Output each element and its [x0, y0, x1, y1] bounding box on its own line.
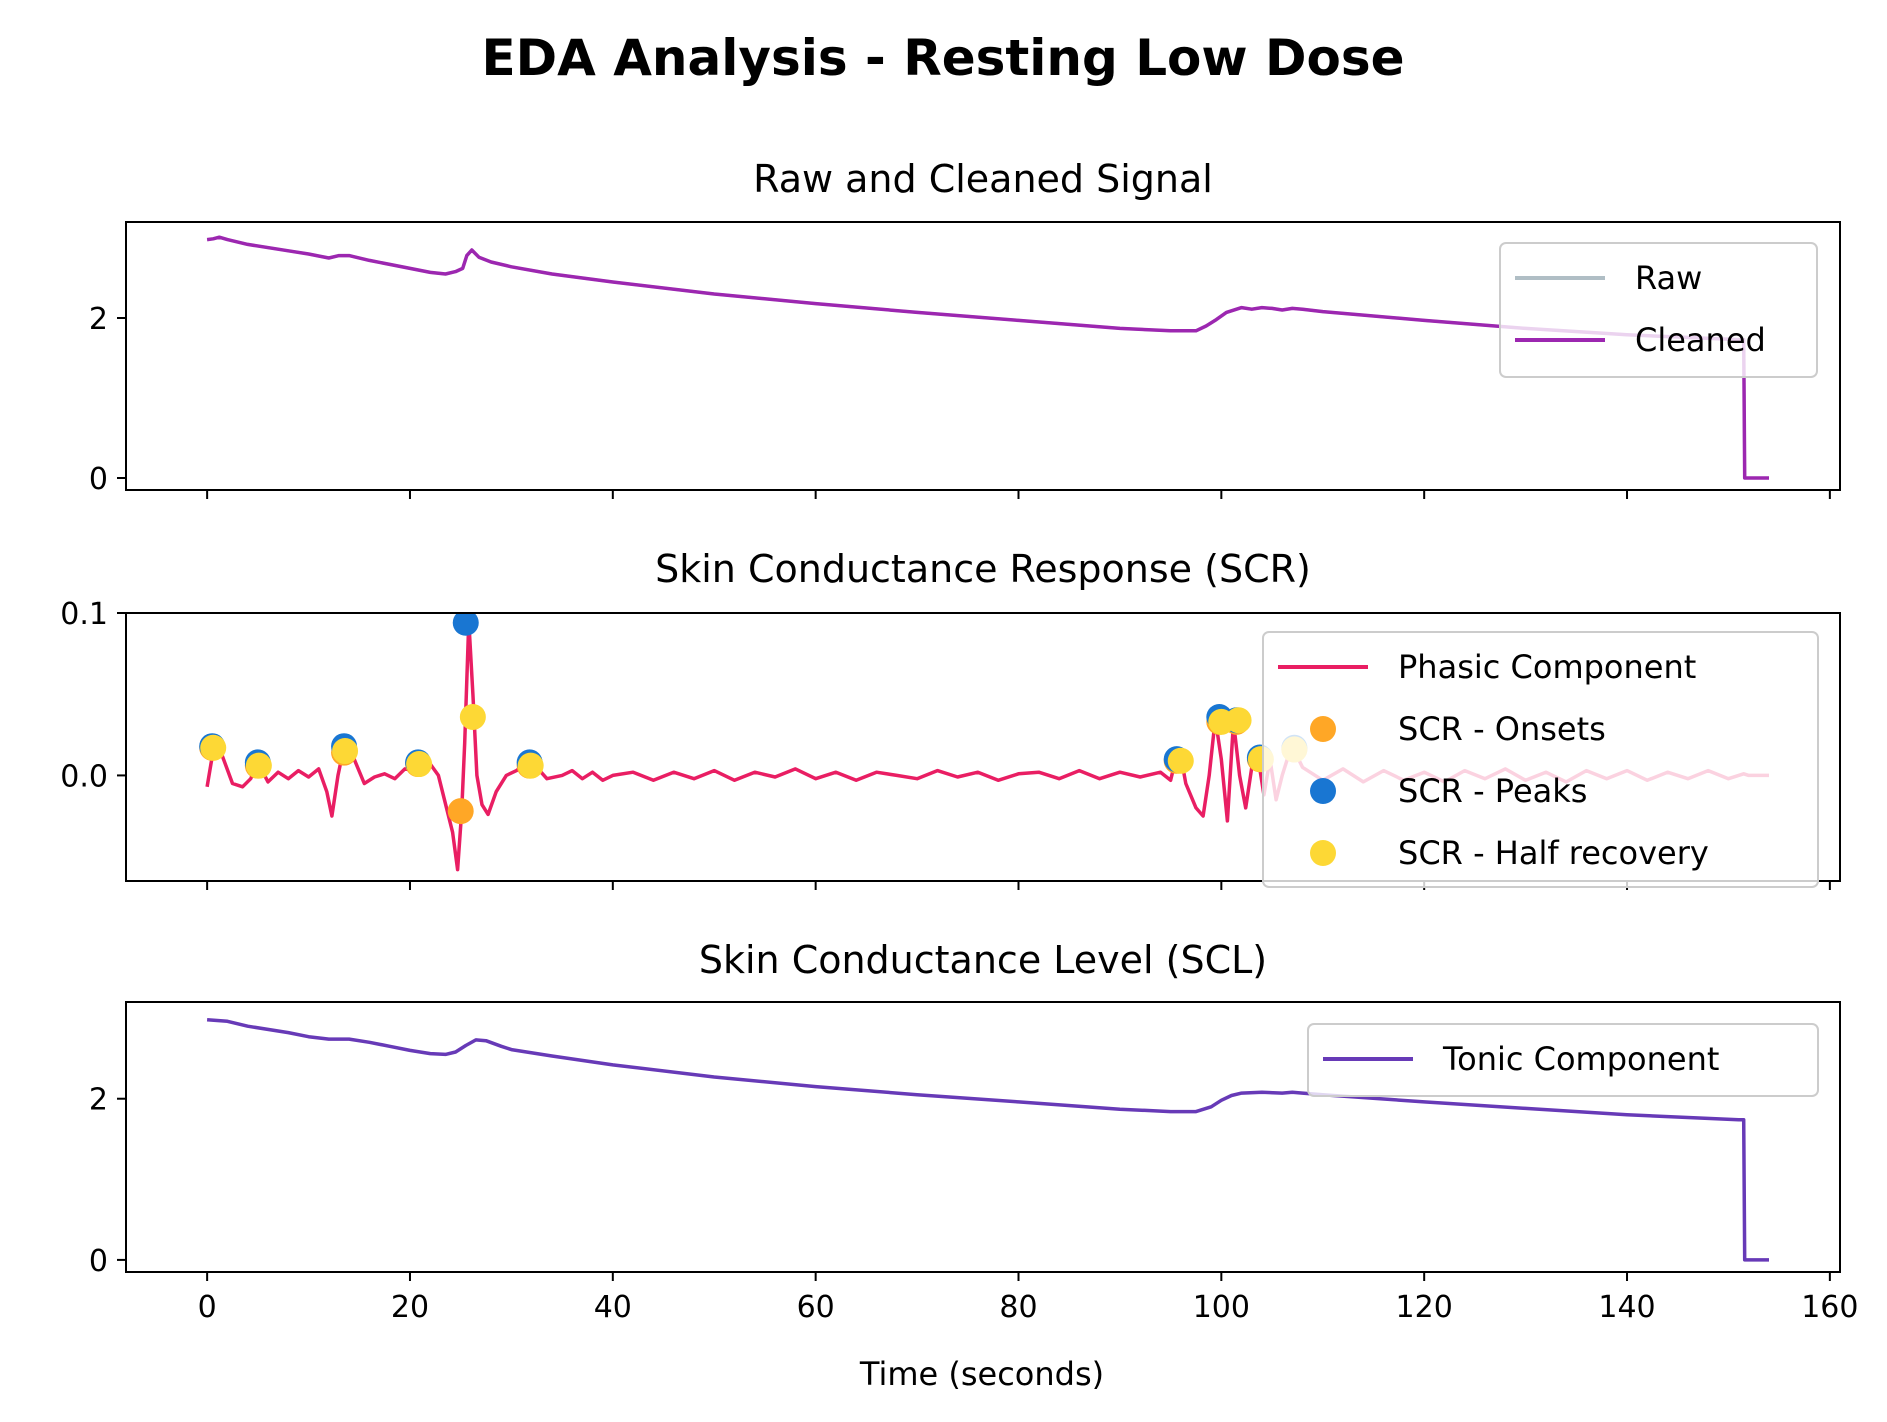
subplot-title: Raw and Cleaned Signal — [753, 157, 1213, 201]
axes-2: Skin Conductance Response (SCR) 0.0 0.1 Pha… — [60, 547, 1841, 890]
y-tick-label: 0 — [89, 462, 108, 497]
x-axis-label: Time (seconds) — [859, 1355, 1104, 1393]
legend: Tonic Component — [1307, 1023, 1819, 1097]
y-tick-label: 0 — [89, 1244, 108, 1279]
legend-label: SCR - Peaks — [1398, 772, 1587, 810]
legend: Raw Cleaned — [1499, 242, 1818, 378]
x-tick-label: 140 — [1598, 1290, 1655, 1325]
legend-label: SCR - Onsets — [1398, 710, 1606, 748]
x-tick-label: 160 — [1801, 1290, 1858, 1325]
legend-label: Raw — [1635, 259, 1702, 297]
axes-3: Skin Conductance Level (SCL)0 20 40 60 80 100… — [89, 938, 1859, 1325]
scr-marker — [452, 613, 479, 636]
y-tick-label: 2 — [89, 302, 108, 337]
scr-marker — [517, 752, 544, 779]
legend-box — [1307, 1023, 1819, 1097]
scr-marker — [1167, 747, 1194, 774]
axes-frame — [125, 612, 1841, 882]
legend-marker — [1310, 840, 1336, 866]
legend-marker — [1310, 778, 1336, 804]
y-tick-label: 0.0 — [60, 759, 108, 794]
axes-frame — [125, 221, 1841, 491]
x-tick-label: 80 — [999, 1290, 1037, 1325]
scr-marker — [332, 738, 359, 765]
legend-label: Phasic Component — [1398, 648, 1696, 686]
scr-marker — [459, 703, 486, 730]
subplot-title: Skin Conductance Level (SCL) — [699, 938, 1267, 982]
plot-area — [206, 235, 1769, 480]
axes-1: Raw and Cleaned Signal 0 2 Raw Cleaned — [89, 157, 1841, 499]
x-tick-label: 120 — [1396, 1290, 1453, 1325]
scr-marker — [200, 734, 227, 761]
x-tick-label: 20 — [391, 1290, 429, 1325]
legend-label: Cleaned — [1635, 321, 1766, 359]
legend: Phasic Component SCR - Onsets SCR - Peaks S… — [1262, 631, 1819, 888]
legend-label: Tonic Component — [1442, 1040, 1719, 1078]
legend-label: SCR - Half recovery — [1398, 834, 1709, 872]
x-tick-label: 60 — [797, 1290, 835, 1325]
scr-marker — [406, 751, 433, 778]
x-tick-label: 100 — [1193, 1290, 1250, 1325]
figure-title: EDA Analysis - Resting Low Dose — [481, 29, 1404, 87]
scr-marker — [1225, 707, 1252, 734]
y-tick-label: 0.1 — [60, 597, 108, 632]
series-line-cleaned — [206, 235, 1769, 480]
axes-frame — [125, 1001, 1841, 1273]
x-tick-label: 0 — [198, 1290, 217, 1325]
scr-marker — [447, 798, 474, 825]
legend-box — [1262, 631, 1819, 888]
subplot-title: Skin Conductance Response (SCR) — [655, 547, 1311, 591]
x-tick-label: 40 — [594, 1290, 632, 1325]
legend-marker — [1310, 716, 1336, 742]
y-tick-label: 2 — [89, 1083, 108, 1118]
scr-marker — [245, 752, 272, 779]
axes-layer: Raw and Cleaned Signal 0 2 Raw Cleaned Skin C… — [60, 157, 1858, 1325]
